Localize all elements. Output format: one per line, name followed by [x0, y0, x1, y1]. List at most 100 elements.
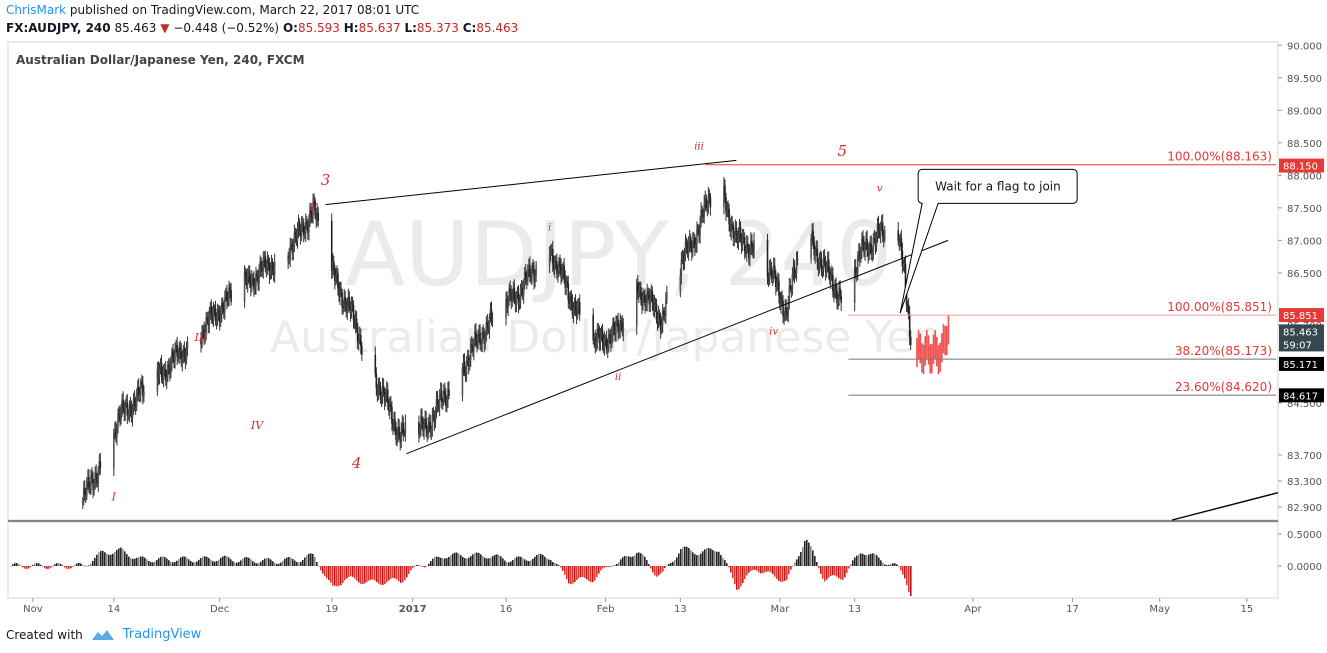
- candle-body: [243, 271, 246, 303]
- candle-body: [302, 222, 305, 235]
- candle-body: [881, 222, 884, 236]
- osc-bar: [592, 566, 594, 583]
- osc-bar: [836, 566, 838, 577]
- osc-bar: [656, 566, 658, 577]
- osc-bar: [660, 566, 662, 574]
- osc-bar: [226, 556, 228, 566]
- tradingview-link[interactable]: TradingView: [122, 627, 202, 642]
- candle-body: [141, 381, 143, 385]
- osc-bar: [188, 559, 190, 566]
- candle-body: [812, 231, 814, 242]
- osc-bar: [218, 559, 220, 566]
- osc-bar: [478, 552, 480, 566]
- osc-bar: [126, 554, 128, 566]
- candle-body: [727, 208, 729, 210]
- candle-body: [506, 299, 508, 308]
- candle-body: [507, 301, 509, 308]
- osc-bar: [156, 559, 158, 566]
- osc-bar: [64, 566, 66, 568]
- candle-body: [522, 284, 525, 296]
- candle-body: [531, 266, 533, 277]
- candle-body: [789, 286, 792, 289]
- candle-body: [484, 334, 487, 344]
- candle-body: [854, 267, 857, 275]
- osc-bar: [674, 560, 676, 566]
- candle-body: [419, 428, 421, 435]
- price-badge: [1279, 337, 1324, 352]
- osc-bar: [750, 566, 752, 571]
- osc-bar: [204, 556, 206, 566]
- osc-bar: [676, 557, 678, 566]
- osc-bar: [96, 554, 98, 566]
- osc-bar: [364, 566, 366, 584]
- candle-body: [98, 461, 101, 470]
- osc-bar: [314, 556, 316, 566]
- osc-bar: [778, 566, 780, 581]
- candle-body: [869, 243, 872, 246]
- author-link[interactable]: ChrisMark: [6, 3, 67, 17]
- candle-body: [707, 195, 710, 208]
- candle-body: [227, 299, 229, 301]
- osc-bar: [752, 566, 754, 571]
- candle-body: [562, 265, 564, 271]
- osc-bar: [166, 558, 168, 566]
- osc-bar: [68, 566, 70, 569]
- candle-body: [785, 307, 787, 313]
- price-chart[interactable]: AUDJPY, 240 Australian Dollar/Japanese Ye…: [0, 40, 1327, 620]
- candle-body: [647, 290, 649, 296]
- candle-body: [751, 240, 753, 248]
- osc-bar: [160, 556, 162, 566]
- candle-body: [875, 236, 878, 247]
- candle-body: [464, 371, 467, 375]
- candle-body: [301, 222, 304, 225]
- osc-bar: [468, 557, 470, 566]
- osc-bar: [32, 565, 34, 566]
- candle-body: [621, 322, 624, 334]
- candle-body: [490, 309, 493, 320]
- candle-body: [440, 390, 443, 402]
- candle-body: [215, 320, 218, 322]
- osc-bar: [324, 566, 326, 577]
- osc-bar: [576, 566, 578, 581]
- candle-body: [136, 386, 139, 393]
- candle-body: [202, 329, 204, 332]
- candle-body: [219, 314, 222, 323]
- fib-label: 23.60%(84.620): [1175, 380, 1272, 394]
- candle-body: [604, 337, 607, 339]
- candle-body: [793, 266, 796, 276]
- candle-body: [566, 281, 569, 284]
- candle-body: [91, 475, 93, 480]
- candle-body: [610, 336, 612, 344]
- x-tick-label: 13: [848, 604, 861, 615]
- osc-bar: [326, 566, 328, 579]
- candle-body: [698, 229, 700, 236]
- candle-body: [782, 301, 784, 316]
- candle-body: [116, 429, 118, 437]
- osc-bar: [620, 559, 622, 566]
- candle-body: [339, 289, 341, 297]
- osc-bar: [732, 566, 734, 579]
- candle-body: [352, 304, 355, 321]
- osc-bar: [256, 563, 258, 566]
- osc-bar: [208, 558, 210, 566]
- x-tick-label: May: [1149, 604, 1170, 615]
- candle-body: [897, 230, 900, 241]
- candle-body: [477, 334, 479, 345]
- osc-bar: [826, 566, 828, 580]
- candle-body: [166, 364, 169, 378]
- candle-body: [788, 286, 791, 302]
- osc-bar: [258, 562, 260, 566]
- osc-bar: [520, 556, 522, 566]
- candle-body: [791, 274, 794, 290]
- candle-body: [883, 230, 886, 240]
- candle-body: [728, 208, 730, 224]
- candle-body: [258, 272, 260, 284]
- osc-bar: [472, 554, 474, 566]
- osc-bar: [210, 559, 212, 566]
- osc-bar: [824, 566, 826, 582]
- osc-bar: [444, 558, 446, 566]
- candle-body: [254, 286, 256, 290]
- candle-body: [389, 404, 391, 412]
- candle-body: [444, 390, 446, 395]
- candle-body: [220, 303, 223, 315]
